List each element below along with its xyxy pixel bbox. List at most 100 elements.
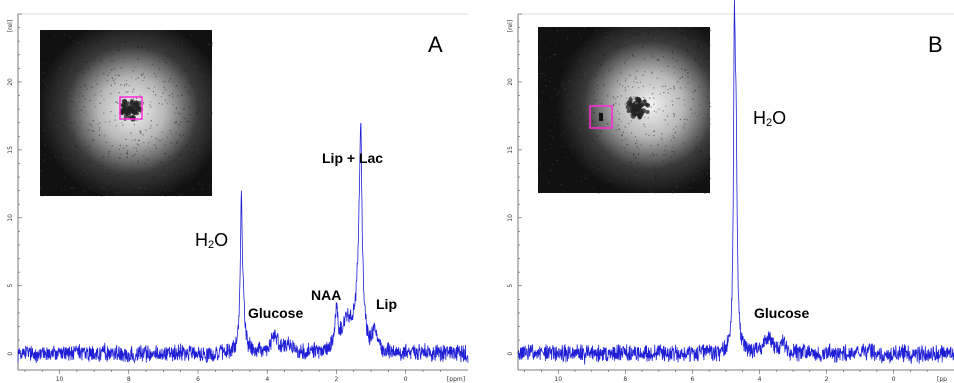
mri-speckle	[607, 181, 609, 184]
mri-speckle	[580, 154, 582, 156]
mri-speckle	[70, 77, 72, 79]
mri-speckle	[141, 73, 143, 75]
mri-speckle	[581, 75, 584, 77]
mri-speckle	[104, 47, 106, 49]
mri-speckle	[591, 166, 593, 168]
mri-speckle	[567, 40, 570, 42]
mri-speckle	[166, 179, 168, 181]
mri-speckle	[93, 43, 95, 45]
mri-speckle	[698, 46, 700, 48]
mri-speckle	[190, 176, 192, 178]
mri-speckle	[648, 134, 650, 136]
mri-speckle	[706, 114, 708, 116]
mri-speckle	[664, 119, 666, 121]
mri-speckle	[652, 156, 654, 158]
mri-speckle	[698, 127, 700, 129]
mri-speckle	[117, 102, 119, 104]
mri-speckle	[63, 34, 65, 36]
mri-speckle	[62, 138, 64, 140]
mri-speckle	[66, 124, 68, 127]
mri-speckle	[643, 123, 645, 125]
mri-speckle	[107, 157, 109, 159]
mri-speckle	[79, 92, 81, 94]
mri-speckle	[681, 68, 683, 70]
mri-speckle	[104, 121, 106, 123]
mri-speckle	[71, 69, 73, 71]
mri-speckle	[628, 123, 630, 125]
mri-speckle	[545, 85, 547, 87]
mri-speckle	[67, 101, 69, 103]
mri-speckle	[586, 175, 588, 177]
mri-speckle	[170, 63, 172, 65]
mri-speckle	[640, 144, 642, 146]
mri-speckle	[670, 29, 672, 31]
mri-speckle	[598, 69, 600, 71]
mri-speckle	[554, 87, 556, 89]
mri-speckle	[631, 53, 633, 55]
mri-speckle	[61, 86, 63, 89]
mri-speckle	[687, 169, 689, 171]
mri-speckle	[156, 124, 158, 126]
mri-speckle	[89, 100, 91, 102]
mri-speckle	[40, 67, 42, 69]
mri-speckle	[99, 102, 101, 104]
mri-speckle	[110, 92, 112, 95]
mri-speckle	[183, 134, 185, 136]
mri-speckle	[82, 68, 84, 70]
mri-speckle	[149, 150, 152, 152]
mri-speckle	[138, 140, 140, 142]
mri-speckle	[597, 166, 599, 168]
mri-speckle	[650, 182, 652, 184]
mri-speckle	[633, 81, 635, 83]
mri-speckle	[177, 72, 180, 75]
mri-speckle	[614, 46, 616, 48]
mri-speckle	[667, 123, 669, 125]
mri-speckle	[621, 134, 623, 136]
mri-speckle	[593, 112, 595, 114]
mri-speckle	[163, 59, 165, 61]
mri-speckle	[183, 108, 185, 110]
mri-speckle	[656, 59, 659, 61]
mri-speckle	[593, 133, 595, 135]
mri-speckle	[554, 88, 556, 90]
mri-speckle	[570, 123, 572, 125]
mri-speckle	[582, 113, 584, 115]
mri-speckle	[108, 155, 110, 158]
mri-speckle	[596, 88, 599, 90]
annotation-liplac: Lip + Lac	[322, 150, 383, 166]
mri-speckle	[582, 72, 584, 74]
mri-speckle	[115, 101, 117, 103]
mri-speckle	[97, 123, 99, 125]
mri-speckle	[568, 97, 570, 99]
mri-speckle	[641, 46, 643, 48]
mri-speckle	[165, 62, 167, 64]
mri-speckle	[618, 118, 620, 120]
mri-speckle	[628, 178, 630, 180]
mri-speckle	[59, 161, 62, 163]
mri-speckle	[684, 104, 686, 106]
mri-speckle	[81, 57, 83, 59]
mri-speckle	[703, 58, 705, 60]
mri-speckle	[554, 161, 557, 163]
mri-speckle	[701, 184, 703, 187]
mri-speckle	[556, 30, 558, 32]
mri-speckle	[567, 119, 569, 121]
mri-speckle	[544, 79, 546, 81]
mri-speckle	[542, 177, 544, 180]
mri-speckle	[608, 68, 610, 70]
mri-speckle	[81, 160, 83, 162]
mri-speckle	[81, 49, 83, 51]
mri-speckle	[600, 149, 602, 151]
mri-speckle	[560, 28, 562, 30]
mri-speckle	[62, 156, 64, 159]
mri-speckle	[196, 121, 198, 123]
mri-speckle	[568, 127, 570, 129]
mri-speckle	[43, 129, 46, 131]
mri-speckle	[613, 104, 615, 106]
mri-speckle	[75, 65, 77, 68]
mri-speckle	[185, 135, 187, 137]
mri-speckle	[581, 38, 583, 40]
annotation-glucose: Glucose	[754, 305, 809, 321]
mri-speckle	[140, 74, 143, 76]
mri-speckle	[651, 191, 653, 194]
